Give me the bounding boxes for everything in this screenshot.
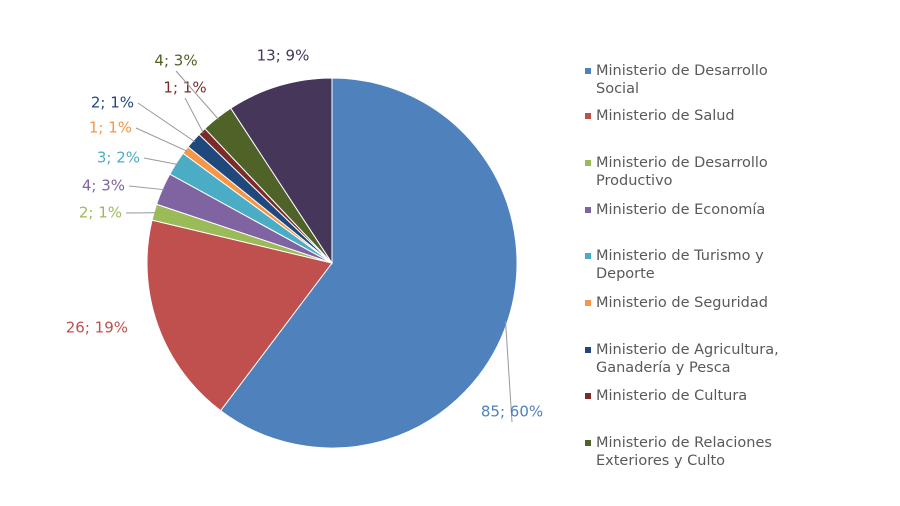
- legend-swatch: [585, 347, 591, 353]
- pie-slice: [146, 219, 333, 412]
- legend-item: Ministerio de Seguridad: [585, 294, 800, 312]
- legend-swatch: [585, 300, 591, 306]
- data-label: 2; 1%: [79, 204, 122, 222]
- legend-label: Ministerio de Relaciones Exteriores y Cu…: [596, 435, 772, 469]
- leader-line: [505, 321, 513, 423]
- data-label: 1; 1%: [163, 79, 206, 97]
- legend-swatch: [585, 68, 591, 74]
- data-label: 1; 1%: [89, 119, 132, 137]
- legend-label: Ministerio de Cultura: [596, 388, 748, 404]
- legend-swatch: [585, 253, 591, 259]
- data-label: 4; 3%: [82, 177, 125, 195]
- legend-label: Ministerio de Turismo y Deporte: [596, 248, 764, 282]
- data-label: 3; 2%: [97, 149, 140, 167]
- pie-slice: [230, 77, 333, 265]
- leader-line: [135, 127, 188, 152]
- leader-line: [143, 157, 178, 166]
- leader-line: [184, 97, 204, 134]
- leader-line: [137, 102, 196, 143]
- data-label: 85; 60%: [481, 403, 543, 421]
- legend-swatch: [585, 440, 591, 446]
- legend-item: Ministerio de Economía: [585, 201, 800, 219]
- legend-label: Ministerio de Agricultura, Ganadería y P…: [596, 342, 779, 376]
- legend-label: Ministerio de Desarrollo Productivo: [596, 155, 768, 189]
- data-label: 2; 1%: [91, 94, 134, 112]
- legend-item: Ministerio de Desarrollo Productivo: [585, 154, 800, 190]
- legend-item: Ministerio de Desarrollo Social: [585, 62, 800, 98]
- legend-item: Ministerio de Salud: [585, 107, 800, 125]
- legend-swatch: [585, 160, 591, 166]
- data-label: 13; 9%: [257, 47, 310, 65]
- legend-label: Ministerio de Economía: [596, 202, 766, 218]
- pie-slice: [219, 77, 518, 449]
- legend-swatch: [585, 207, 591, 213]
- legend-item: Ministerio de Turismo y Deporte: [585, 247, 800, 283]
- legend-swatch: [585, 113, 591, 119]
- legend-item: Ministerio de Cultura: [585, 387, 800, 405]
- leader-line: [175, 70, 219, 120]
- data-label: 26; 19%: [66, 319, 128, 337]
- legend-item: Ministerio de Agricultura, Ganadería y P…: [585, 341, 800, 377]
- legend-swatch: [585, 393, 591, 399]
- legend-label: Ministerio de Seguridad: [596, 295, 768, 311]
- legend-label: Ministerio de Salud: [596, 108, 735, 124]
- leader-line: [128, 185, 165, 191]
- legend-item: Ministerio de Relaciones Exteriores y Cu…: [585, 434, 800, 470]
- legend-label: Ministerio de Desarrollo Social: [596, 63, 768, 97]
- data-label: 4; 3%: [154, 52, 197, 70]
